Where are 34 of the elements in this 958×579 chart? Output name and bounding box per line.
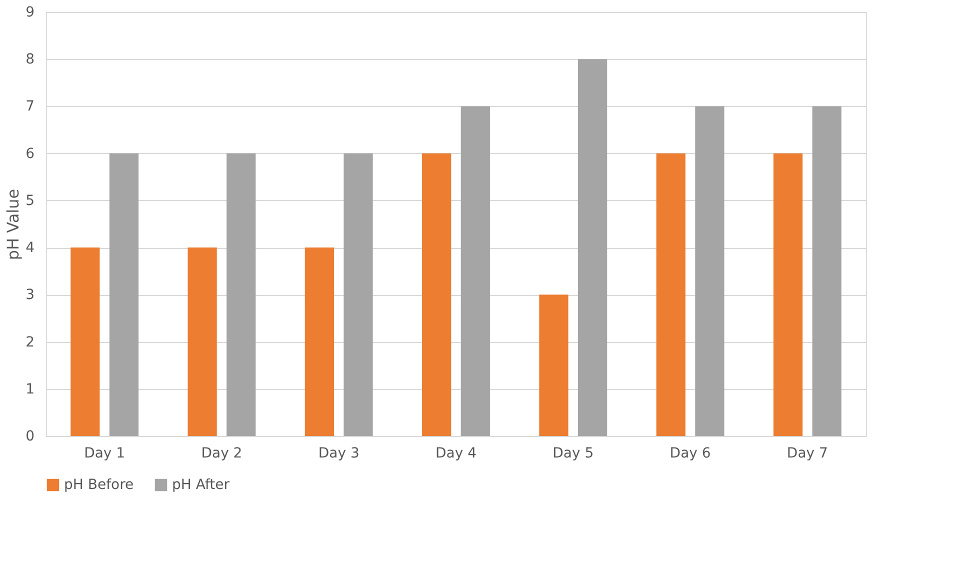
legend-label: pH After <box>172 477 230 493</box>
bar <box>695 106 724 436</box>
bar <box>422 153 452 436</box>
y-tick-label: 7 <box>26 98 34 115</box>
y-tick-label: 8 <box>26 52 34 68</box>
bar <box>304 248 334 436</box>
y-tick-label: 4 <box>26 240 35 256</box>
x-tick-label: Day 7 <box>786 446 828 462</box>
x-tick-label: Day 4 <box>435 446 477 462</box>
bar <box>539 294 568 436</box>
bar <box>70 248 100 436</box>
y-tick-label: 5 <box>26 192 34 209</box>
x-tick-label: Day 2 <box>201 446 242 462</box>
y-tick-label: 1 <box>26 381 34 398</box>
x-tick-label: Day 1 <box>84 446 126 462</box>
bar <box>656 153 686 436</box>
bar <box>773 153 803 436</box>
y-tick-label: 0 <box>26 428 34 444</box>
x-tick-label: Day 5 <box>552 446 594 462</box>
bar <box>344 153 373 436</box>
bar <box>812 106 842 436</box>
x-tick-label: Day 3 <box>318 446 360 462</box>
bar <box>460 106 490 436</box>
bar <box>226 153 256 436</box>
x-tick-label: Day 6 <box>670 446 711 462</box>
y-axis-title: pH Value <box>4 188 23 260</box>
y-tick-label: 2 <box>26 334 34 350</box>
y-tick-label: 9 <box>26 4 34 20</box>
bar <box>188 248 217 436</box>
y-tick-label: 3 <box>26 287 34 304</box>
bar <box>109 153 139 436</box>
legend-label: pH Before <box>64 477 134 493</box>
bar <box>578 59 608 436</box>
y-tick-label: 6 <box>26 146 35 162</box>
